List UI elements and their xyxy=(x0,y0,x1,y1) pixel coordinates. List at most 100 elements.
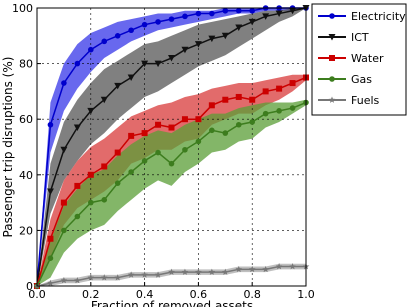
marker xyxy=(221,32,229,40)
x-axis-label: Fraction of removed assets xyxy=(91,299,253,307)
marker xyxy=(262,265,269,273)
marker xyxy=(248,265,256,273)
x-tick-label: 0.8 xyxy=(243,288,261,301)
marker xyxy=(235,265,243,273)
y-tick-label: 100 xyxy=(12,2,33,15)
marker xyxy=(47,279,54,287)
marker xyxy=(262,110,269,117)
marker xyxy=(328,34,336,41)
y-axis-label: Passenger trip disruptions (%) xyxy=(1,57,15,238)
marker xyxy=(168,268,175,275)
marker xyxy=(208,102,215,109)
marker xyxy=(155,121,162,128)
y-tick-label: 40 xyxy=(19,169,33,182)
marker xyxy=(74,276,81,284)
marker xyxy=(114,180,121,186)
marker xyxy=(87,107,95,115)
confidence-band xyxy=(37,8,306,286)
plot-frame xyxy=(36,7,307,287)
x-tick-label: 0.2 xyxy=(82,288,100,301)
marker xyxy=(182,146,188,153)
marker xyxy=(181,116,188,123)
marker xyxy=(88,46,94,53)
marker xyxy=(276,85,283,92)
marker xyxy=(87,171,94,178)
marker xyxy=(329,76,335,82)
marker xyxy=(289,80,296,87)
marker xyxy=(221,268,229,275)
marker xyxy=(262,13,270,20)
marker xyxy=(73,124,81,132)
marker xyxy=(114,82,122,90)
y-tick-label: 60 xyxy=(19,113,33,126)
marker xyxy=(154,271,162,278)
marker xyxy=(181,268,189,275)
marker xyxy=(168,16,175,22)
legend-label: Gas xyxy=(351,73,372,86)
marker xyxy=(235,7,242,14)
marker xyxy=(329,55,335,61)
legend-label: Fuels xyxy=(351,94,380,107)
marker xyxy=(235,93,242,100)
marker xyxy=(168,160,175,167)
marker xyxy=(60,146,68,154)
marker xyxy=(155,149,161,156)
marker xyxy=(128,27,134,34)
marker xyxy=(329,13,335,19)
marker xyxy=(101,38,108,45)
legend-label: Electricity xyxy=(351,10,406,23)
marker xyxy=(46,188,54,195)
marker xyxy=(222,130,229,136)
marker xyxy=(141,271,148,278)
legend-label: ICT xyxy=(351,31,369,44)
marker xyxy=(195,10,202,17)
marker xyxy=(194,41,202,48)
marker xyxy=(235,24,243,31)
marker xyxy=(74,213,81,220)
marker xyxy=(328,96,336,103)
marker xyxy=(155,19,161,25)
y-tick-label: 20 xyxy=(19,224,33,237)
marker xyxy=(47,255,54,261)
x-tick-label: 0.4 xyxy=(136,288,154,301)
marker xyxy=(182,13,188,20)
marker xyxy=(141,60,149,68)
marker xyxy=(128,169,134,175)
y-tick-label: 0 xyxy=(26,280,33,293)
y-tick-label: 80 xyxy=(19,58,33,71)
marker xyxy=(181,46,189,54)
marker xyxy=(154,60,162,68)
marker xyxy=(249,7,255,14)
legend-box xyxy=(311,3,407,116)
marker xyxy=(249,96,256,103)
marker xyxy=(141,21,148,28)
marker xyxy=(275,263,283,270)
marker xyxy=(249,119,255,125)
marker xyxy=(100,274,108,281)
confidence-band xyxy=(37,99,306,287)
marker xyxy=(114,274,122,281)
marker xyxy=(248,18,256,26)
marker xyxy=(127,74,135,81)
marker xyxy=(168,55,175,62)
marker xyxy=(87,274,95,281)
marker xyxy=(101,163,108,170)
marker xyxy=(276,108,282,114)
marker xyxy=(127,271,135,278)
marker xyxy=(289,7,297,15)
marker xyxy=(195,138,202,145)
marker xyxy=(235,121,242,128)
marker xyxy=(141,158,148,164)
marker xyxy=(209,127,215,134)
marker xyxy=(195,268,202,275)
marker xyxy=(141,130,148,137)
marker xyxy=(222,7,229,14)
marker xyxy=(74,182,81,189)
marker xyxy=(60,276,68,284)
marker xyxy=(128,132,135,139)
marker xyxy=(275,10,283,18)
marker xyxy=(47,121,54,128)
marker xyxy=(289,105,296,111)
marker xyxy=(100,96,108,104)
